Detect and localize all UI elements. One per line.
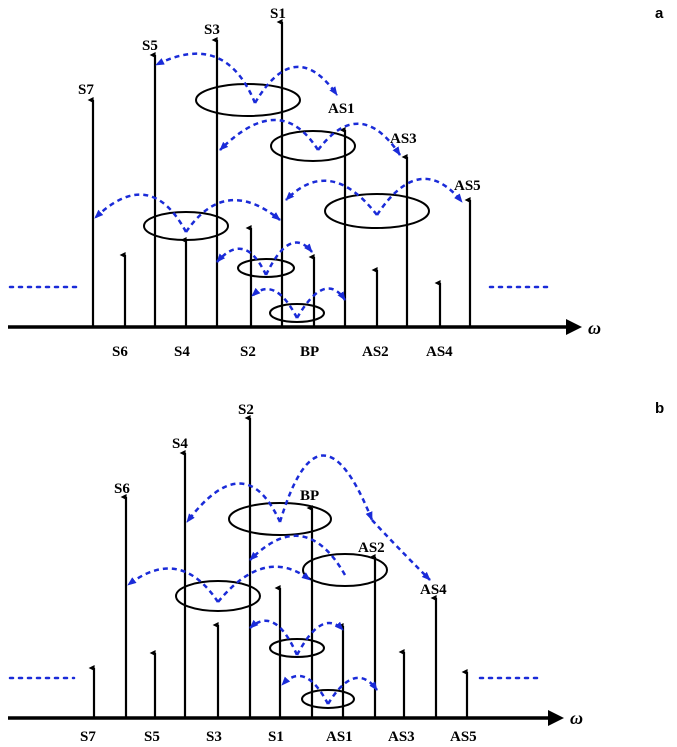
- panel-a-label-s3: S3: [204, 22, 220, 38]
- panel-b-axis-arrowhead: [548, 710, 564, 726]
- panel-b-arc-5: [217, 565, 311, 603]
- panel-b-label-s2: S2: [238, 402, 254, 418]
- panel-a-label-bp: BP: [300, 344, 319, 360]
- panel-b-arc-2: [278, 454, 374, 523]
- panel-a-label-s5: S5: [142, 38, 158, 54]
- panel-a-label-s7: S7: [78, 82, 94, 98]
- panel-a-ellipse-3: [143, 211, 229, 241]
- panel-b-label-as4: AS4: [420, 582, 447, 598]
- panel-b-label-bp: BP: [300, 488, 319, 504]
- panel-b: b ω: [8, 400, 664, 745]
- panel-b-label-s3: S3: [206, 729, 222, 745]
- panel-a-label-s6: S6: [112, 344, 128, 360]
- panel-a-ellipse-2: [270, 130, 356, 162]
- panel-b-label-as1: AS1: [326, 729, 353, 745]
- panel-b-arc-9: [326, 676, 379, 705]
- panel-a-arc-4: [317, 122, 402, 156]
- panel-b-omega-label: ω: [570, 708, 583, 728]
- panel-a-arc-11: [251, 287, 299, 319]
- panel-a: a ω: [8, 5, 664, 360]
- panel-a-omega-label: ω: [588, 318, 601, 338]
- panel-a-ellipse-4: [324, 193, 430, 229]
- panel-a-letter: a: [655, 5, 664, 22]
- panel-a-arc-1: [155, 52, 257, 104]
- panel-b-label-s7: S7: [80, 729, 96, 745]
- panel-a-label-as4: AS4: [426, 344, 453, 360]
- panel-a-ellipse-5: [237, 258, 295, 278]
- panel-b-ellipse-2: [302, 553, 388, 587]
- panel-b-label-as5: AS5: [450, 729, 477, 745]
- panel-a-ellipse-1: [195, 83, 301, 117]
- panel-a-arc-3: [219, 118, 320, 151]
- panel-a-ellipse-6: [269, 303, 325, 323]
- panel-a-arc-5: [94, 193, 188, 233]
- panel-b-arc-6: [249, 619, 299, 656]
- panel-b-label-s1: S1: [268, 729, 284, 745]
- panel-b-arc-7: [295, 621, 344, 656]
- panel-a-arc-9: [216, 247, 268, 276]
- panel-b-ellipse-4: [269, 638, 325, 658]
- panel-a-label-s2: S2: [240, 344, 256, 360]
- panel-b-label-as3: AS3: [388, 729, 415, 745]
- panel-b-label-s5: S5: [144, 729, 160, 745]
- panel-a-arc-12: [295, 287, 347, 319]
- panel-b-arc-4: [127, 567, 220, 603]
- panel-a-arc-7: [285, 179, 378, 216]
- panel-b-label-s4: S4: [172, 436, 188, 452]
- panel-b-arc-2b: [371, 519, 431, 581]
- panel-b-letter: b: [655, 400, 664, 417]
- panel-a-axis-arrowhead: [566, 319, 582, 335]
- panel-a-label-as2: AS2: [362, 344, 389, 360]
- panel-a-arc-8: [375, 177, 463, 216]
- panel-a-label-as1: AS1: [328, 101, 355, 117]
- panel-a-arc-6: [184, 198, 281, 233]
- panel-b-ellipse-5: [301, 689, 355, 709]
- panel-a-arc-10: [264, 241, 313, 276]
- panel-a-label-as3: AS3: [390, 131, 417, 147]
- panel-b-ellipse-1: [228, 502, 332, 536]
- panel-b-label-as2: AS2: [358, 540, 385, 556]
- panel-b-arc-3: [249, 534, 347, 576]
- panel-a-label-s1: S1: [270, 6, 286, 22]
- panel-a-label-s4: S4: [174, 344, 190, 360]
- panel-b-ellipse-3: [175, 580, 261, 612]
- panel-b-label-s6: S6: [114, 481, 130, 497]
- panel-b-arc-8: [281, 674, 330, 705]
- panel-a-label-as5: AS5: [454, 178, 481, 194]
- panel-a-arc-2: [253, 65, 339, 104]
